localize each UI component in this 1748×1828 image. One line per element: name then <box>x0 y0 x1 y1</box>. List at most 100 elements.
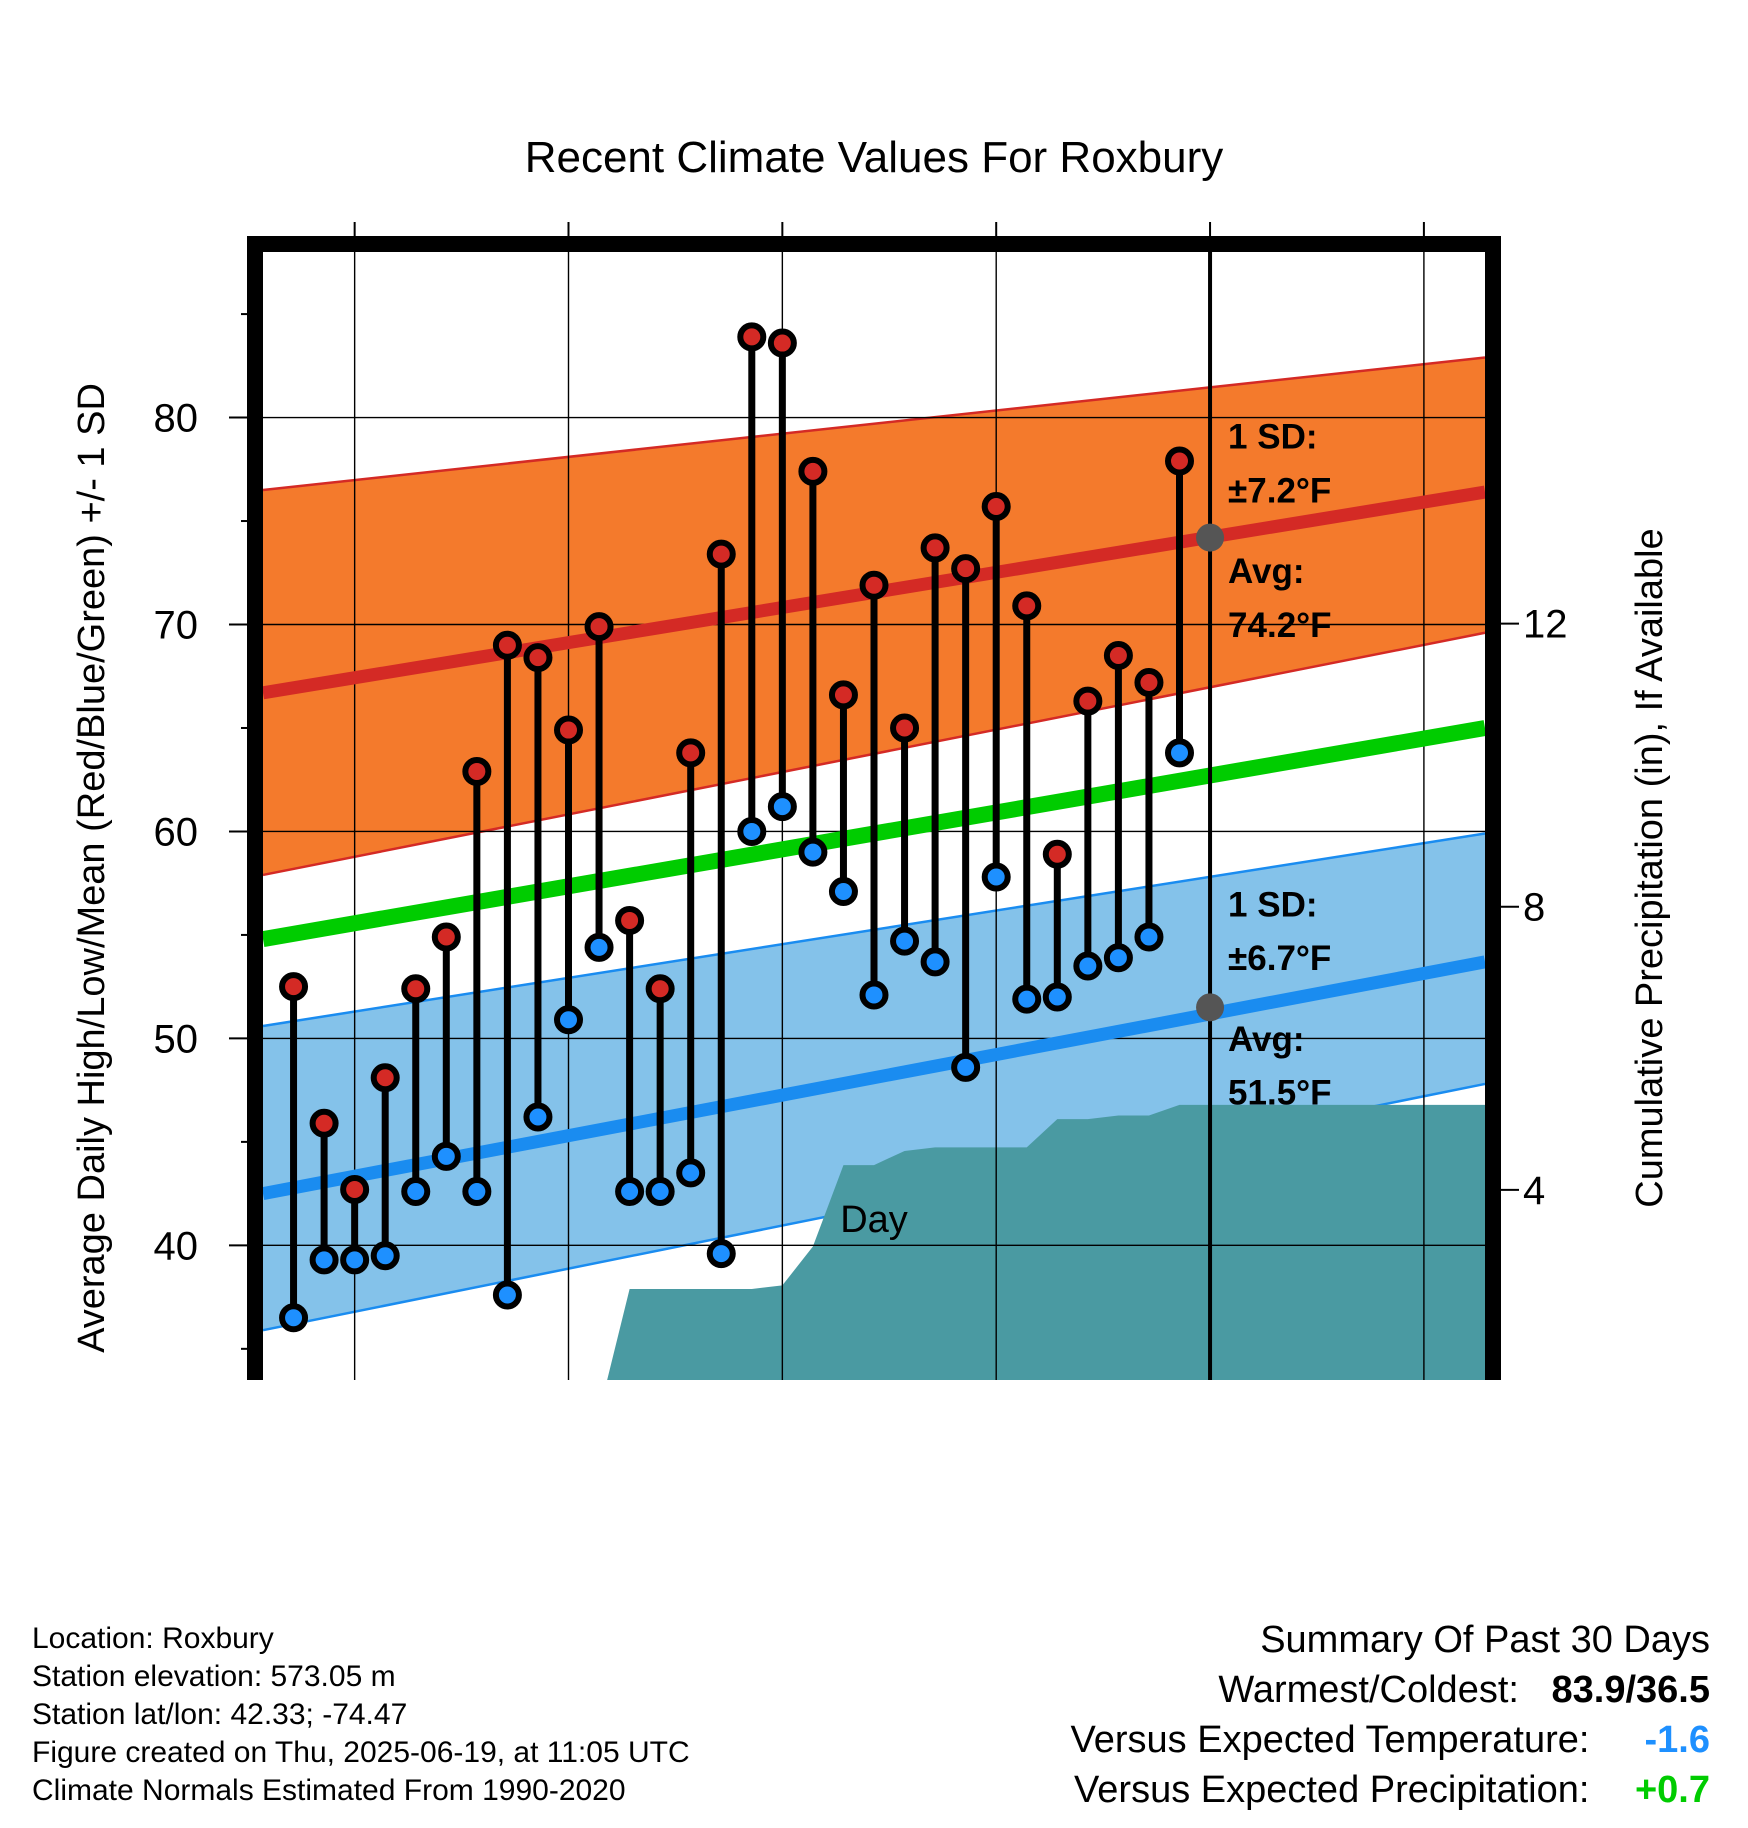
high-point <box>340 1174 370 1204</box>
low-point <box>431 1141 461 1171</box>
high-point <box>554 715 583 745</box>
low-point <box>1134 922 1164 952</box>
plot-frame <box>247 236 1501 1380</box>
low-point <box>1165 738 1194 768</box>
low-avg-label: Avg: <box>1228 1020 1304 1059</box>
precip-value: +0.7 <box>1634 1769 1710 1811</box>
low-point <box>920 947 950 977</box>
y2-axis-title: Cumulative Precipitation (in), If Availa… <box>1629 528 1671 1207</box>
high-sd-value: ±7.2°F <box>1228 471 1331 510</box>
high-point <box>431 922 461 952</box>
high-avg-value: 74.2°F <box>1228 606 1332 645</box>
high-avg-label: Avg: <box>1228 552 1304 591</box>
high-point <box>462 756 492 786</box>
high-point <box>737 322 767 352</box>
high-point <box>523 643 553 673</box>
low-point <box>462 1177 492 1207</box>
created-text: Figure created on Thu, 2025-06-19, at 11… <box>32 1736 690 1769</box>
low-point <box>645 1177 675 1207</box>
y-tick-label: 80 <box>154 397 199 441</box>
high-point <box>890 713 920 743</box>
temp-value: -1.6 <box>1644 1719 1710 1761</box>
warmest-value: 83.9/36.5 <box>1551 1669 1710 1711</box>
low-point <box>554 1005 583 1035</box>
high-point <box>1103 641 1133 671</box>
temp-label: Versus Expected Temperature: <box>1070 1719 1590 1761</box>
high-point <box>279 972 309 1002</box>
low-point <box>890 926 920 956</box>
y-axis-title: Average Daily High/Low/Mean (Red/Blue/Gr… <box>71 383 113 1353</box>
chart-title: Recent Climate Values For Roxbury <box>525 133 1224 182</box>
low-point <box>951 1052 981 1082</box>
y-tick-label: 60 <box>154 810 199 854</box>
high-point <box>645 974 675 1004</box>
high-point <box>981 492 1011 522</box>
high-avg-today-marker <box>1196 523 1225 552</box>
location-text: Location: Roxbury <box>32 1622 274 1655</box>
low-point <box>828 876 858 906</box>
low-sd-label: 1 SD: <box>1228 885 1317 924</box>
low-point <box>1012 984 1042 1014</box>
low-point <box>1042 982 1072 1012</box>
low-avg-line <box>261 955 1487 1201</box>
high-point <box>951 554 981 584</box>
low-point <box>676 1158 706 1188</box>
high-point <box>1042 839 1072 869</box>
elevation-text: Station elevation: 573.05 m <box>32 1660 396 1693</box>
low-point <box>584 932 614 962</box>
warmest-label: Warmest/Coldest: <box>1218 1669 1519 1711</box>
low-point <box>370 1241 400 1271</box>
high-point <box>584 612 614 642</box>
normals-text: Climate Normals Estimated From 1990-2020 <box>32 1774 626 1807</box>
climate-chart: Recent Climate Values For Roxbury 1 SD: ±… <box>71 133 1671 1380</box>
high-point <box>767 328 797 358</box>
high-point <box>1165 446 1194 476</box>
y2-tick-label: 4 <box>1523 1169 1545 1213</box>
low-point <box>1073 951 1103 981</box>
high-point <box>1073 686 1103 716</box>
high-point <box>1134 667 1164 697</box>
low-point <box>279 1303 309 1333</box>
summary-temp-row: Versus Expected Temperature: -1.6 <box>1071 1715 1710 1765</box>
low-point <box>981 862 1011 892</box>
low-point <box>767 792 797 822</box>
low-point <box>492 1280 522 1310</box>
latlon-text: Station lat/lon: 42.33; -74.47 <box>32 1698 408 1731</box>
high-sd-upper-line <box>262 356 1486 492</box>
high-point <box>828 680 858 710</box>
summary-heading: Summary Of Past 30 Days <box>1260 1619 1710 1661</box>
low-point <box>401 1177 431 1207</box>
high-point <box>676 738 706 768</box>
low-point <box>523 1102 553 1132</box>
y2-tick-label: 8 <box>1523 886 1545 930</box>
high-point <box>492 630 522 660</box>
low-avg-today-marker <box>1196 993 1225 1022</box>
high-point <box>798 456 828 486</box>
high-point <box>309 1108 339 1138</box>
high-point <box>920 533 950 563</box>
low-point <box>615 1177 645 1207</box>
low-avg-value: 51.5°F <box>1228 1074 1332 1113</box>
low-point <box>859 980 889 1010</box>
low-point <box>1103 943 1133 973</box>
summary-precip-row: Versus Expected Precipitation: +0.7 <box>1071 1765 1710 1815</box>
station-info: Location: Roxbury Station elevation: 573… <box>32 1620 690 1810</box>
high-point <box>859 570 889 600</box>
y-tick-label: 50 <box>154 1017 199 1061</box>
low-point <box>309 1245 339 1275</box>
low-point <box>737 816 767 846</box>
high-sd-label: 1 SD: <box>1228 418 1317 457</box>
high-point <box>1012 591 1042 621</box>
plot-area: 1 SD: ±7.2°F Avg: 74.2°F 1 SD: ±6.7°F Avg: 51.5… <box>261 252 1487 1380</box>
precip-area <box>607 1104 1485 1380</box>
low-point <box>798 837 828 867</box>
y-tick-label: 40 <box>154 1224 199 1268</box>
axes: May 22May 29Jun 05Jun 12TodayJun 2630405… <box>154 222 1568 1380</box>
high-point <box>401 974 431 1004</box>
low-sd-value: ±6.7°F <box>1228 939 1331 978</box>
low-point <box>340 1245 370 1275</box>
precip-label: Versus Expected Precipitation: <box>1074 1769 1590 1811</box>
summary-panel: Summary Of Past 30 Days Warmest/Coldest:… <box>1071 1615 1710 1815</box>
summary-warmest-row: Warmest/Coldest: 83.9/36.5 <box>1071 1665 1710 1715</box>
y2-tick-label: 12 <box>1523 603 1568 647</box>
